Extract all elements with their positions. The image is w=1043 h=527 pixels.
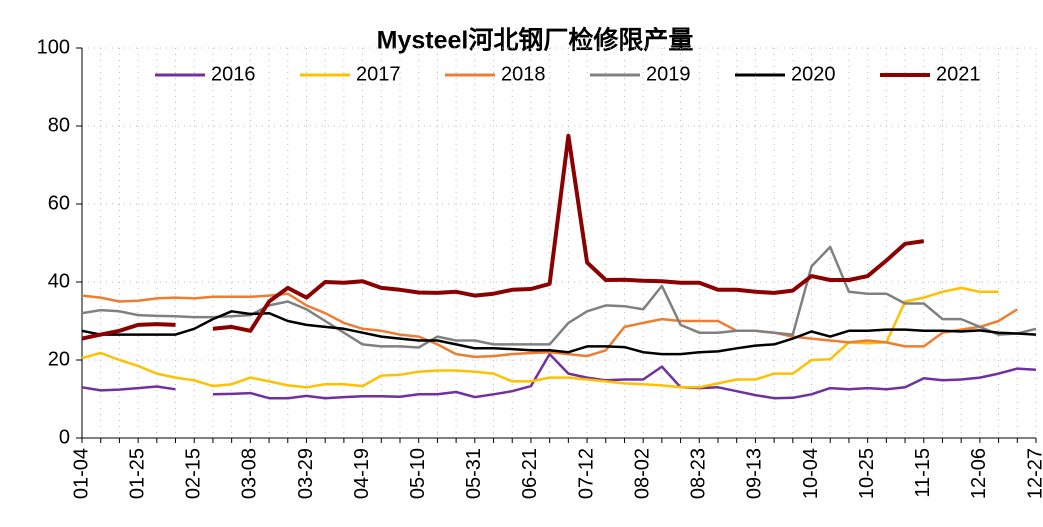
legend-label: 2017 bbox=[356, 63, 401, 85]
x-tick-label: 01-25 bbox=[126, 448, 148, 499]
x-tick-label: 12-27 bbox=[1024, 448, 1043, 499]
x-tick-label: 05-10 bbox=[407, 448, 429, 499]
x-tick-label: 05-31 bbox=[463, 448, 485, 499]
x-tick-label: 08-23 bbox=[688, 448, 710, 499]
series-line bbox=[81, 292, 1018, 359]
series-line bbox=[81, 310, 1037, 356]
series-line bbox=[81, 352, 1037, 400]
x-tick-label: 04-19 bbox=[351, 448, 373, 499]
x-tick-label: 08-02 bbox=[631, 448, 653, 499]
legend-label: 2021 bbox=[936, 63, 981, 85]
x-tick-label: 03-08 bbox=[239, 448, 261, 499]
x-tick-label: 09-13 bbox=[744, 448, 766, 499]
x-tick-label: 03-29 bbox=[295, 448, 317, 499]
chart-title: Mysteel河北钢厂检修限产量 bbox=[377, 26, 694, 55]
legend-label: 2018 bbox=[501, 63, 546, 85]
series-line bbox=[81, 286, 999, 389]
legend-label: 2019 bbox=[646, 63, 691, 85]
series-line bbox=[81, 133, 925, 341]
y-tick-label: 20 bbox=[48, 348, 70, 370]
y-tick-label: 60 bbox=[48, 192, 70, 214]
x-tick-label: 10-25 bbox=[856, 448, 878, 499]
y-tick-label: 100 bbox=[37, 36, 70, 58]
x-tick-label: 10-04 bbox=[800, 448, 822, 499]
y-tick-label: 80 bbox=[48, 114, 70, 136]
x-tick-label: 01-04 bbox=[70, 448, 92, 499]
series-line bbox=[81, 245, 1037, 349]
x-tick-label: 12-06 bbox=[968, 448, 990, 499]
y-tick-label: 0 bbox=[59, 426, 70, 448]
legend-label: 2016 bbox=[211, 63, 256, 85]
legend-label: 2020 bbox=[791, 63, 836, 85]
x-tick-label: 07-12 bbox=[575, 448, 597, 499]
y-tick-label: 40 bbox=[48, 270, 70, 292]
x-tick-label: 11-15 bbox=[912, 448, 934, 498]
x-tick-label: 06-21 bbox=[519, 448, 541, 499]
x-tick-label: 02-15 bbox=[183, 448, 205, 499]
